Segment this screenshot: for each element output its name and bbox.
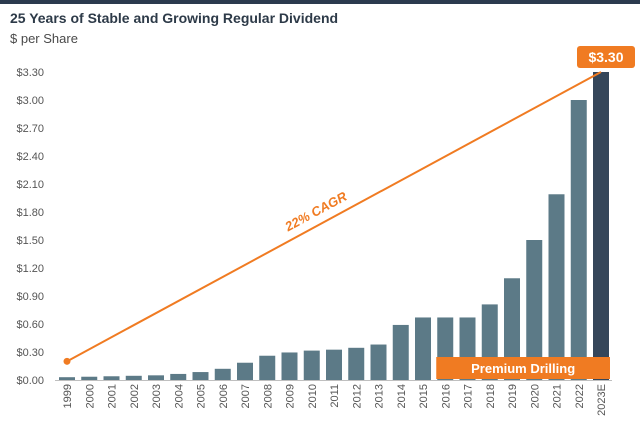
x-tick-label: 2007: [240, 384, 252, 408]
bar-2013: [370, 344, 387, 380]
bar-2003: [148, 375, 164, 380]
y-tick-label: $0.00: [16, 375, 44, 387]
bar-2023E: [593, 72, 609, 380]
x-tick-label: 2022: [574, 384, 586, 408]
y-tick-label: $1.50: [16, 235, 44, 247]
bar-2010: [303, 350, 320, 380]
y-tick-label: $0.60: [16, 319, 44, 331]
x-tick-label: 2014: [396, 384, 408, 408]
x-tick-label: 2003: [151, 384, 163, 408]
bar-2004: [170, 373, 187, 380]
bar-1999: [59, 377, 75, 380]
bar-2020: [526, 240, 543, 380]
callout-value: $3.30: [588, 49, 623, 65]
x-tick-label: 2017: [463, 384, 475, 408]
y-tick-label: $3.00: [16, 95, 44, 107]
cagr-trend-line: [66, 71, 602, 363]
y-tick-label: $1.20: [16, 263, 44, 275]
x-tick-label: 2018: [485, 384, 497, 408]
x-tick-label: 2012: [351, 384, 363, 408]
x-tick-label: 2002: [129, 384, 141, 408]
x-tick-label: 2009: [285, 384, 297, 408]
bar-2009: [281, 352, 298, 380]
x-tick-label: 2008: [262, 384, 274, 408]
y-tick-label: $1.80: [16, 207, 44, 219]
x-tick-label: 2004: [173, 384, 185, 408]
x-tick-label: 2015: [418, 384, 430, 408]
x-tick-label: 2013: [374, 384, 386, 408]
bar-2011: [326, 349, 342, 380]
y-tick-label: $0.30: [16, 347, 44, 359]
premium-drilling-label: Premium Drilling: [471, 361, 575, 376]
bar-2021: [548, 194, 565, 380]
bar-2014: [392, 324, 409, 380]
chart-title: 25 Years of Stable and Growing Regular D…: [10, 10, 339, 26]
x-tick-label: 2016: [440, 384, 452, 408]
y-tick-label: $3.30: [16, 67, 44, 79]
bar-2005: [192, 372, 209, 380]
x-tick-label: 2021: [552, 384, 564, 408]
x-tick-label: 2020: [529, 384, 541, 408]
x-tick-label: 2023E: [596, 384, 608, 416]
chart-subtitle: $ per Share: [10, 31, 78, 46]
premium-drilling-band: [436, 357, 610, 379]
y-tick-label: $2.70: [16, 123, 44, 135]
y-tick-label: $0.90: [16, 291, 44, 303]
trend-start-point: [63, 357, 71, 365]
y-tick-label: $2.10: [16, 179, 44, 191]
x-tick-label: 2000: [84, 384, 96, 408]
top-accent-rule: [0, 0, 640, 4]
bar-2007: [237, 362, 253, 380]
x-tick-label: 1999: [62, 384, 74, 408]
bar-2001: [103, 376, 120, 380]
bar-2002: [125, 375, 142, 380]
bar-2019: [504, 278, 520, 380]
bar-2008: [259, 355, 276, 380]
x-tick-label: 2011: [329, 384, 341, 408]
x-tick-label: 2006: [218, 384, 230, 408]
bar-2000: [81, 376, 98, 380]
x-tick-label: 2001: [107, 384, 119, 408]
y-tick-label: $2.40: [16, 151, 44, 163]
x-tick-label: 2010: [307, 384, 319, 408]
bar-2012: [348, 347, 365, 380]
bar-2022: [570, 100, 587, 380]
x-tick-label: 2005: [196, 384, 208, 408]
x-tick-label: 2019: [507, 384, 519, 408]
bar-2006: [214, 368, 231, 380]
callout-box: [577, 46, 635, 68]
bar-2015: [415, 317, 431, 380]
